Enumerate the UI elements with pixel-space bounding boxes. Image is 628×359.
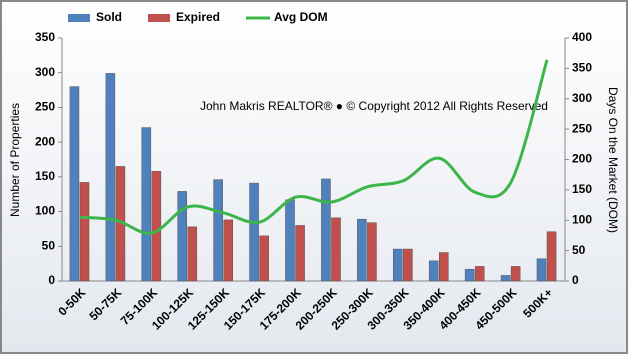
bar bbox=[285, 199, 295, 282]
bar bbox=[500, 275, 511, 282]
bar bbox=[151, 171, 162, 282]
y-tick-label: 50 bbox=[42, 238, 56, 252]
legend-label: Expired bbox=[176, 10, 220, 24]
bar bbox=[510, 266, 521, 282]
bar bbox=[177, 191, 188, 282]
y2-tick-label: 0 bbox=[572, 273, 579, 287]
bar bbox=[428, 260, 439, 282]
y-tick-label: 0 bbox=[48, 273, 55, 287]
y2-tick-label: 350 bbox=[572, 61, 592, 75]
legend-label: Avg DOM bbox=[274, 10, 328, 24]
bar bbox=[105, 73, 116, 282]
annotation: John Makris REALTOR® ● © Copyright 2012 … bbox=[200, 99, 548, 113]
bar bbox=[295, 225, 305, 282]
bar bbox=[536, 258, 547, 282]
y-tick-label: 250 bbox=[35, 100, 55, 114]
bar bbox=[321, 178, 331, 282]
bar bbox=[187, 226, 198, 282]
legend-swatch bbox=[148, 14, 170, 22]
bar bbox=[474, 266, 485, 282]
y-axis-label: Number of Properties bbox=[8, 103, 22, 217]
bar bbox=[331, 217, 341, 282]
y-tick-label: 300 bbox=[35, 65, 55, 79]
y-tick-label: 150 bbox=[35, 169, 55, 183]
bar bbox=[259, 235, 269, 282]
y-tick-label: 200 bbox=[35, 134, 55, 148]
bar bbox=[69, 86, 80, 282]
bar bbox=[546, 231, 557, 282]
bar bbox=[439, 252, 449, 282]
y2-tick-label: 250 bbox=[572, 121, 592, 135]
y2-tick-label: 400 bbox=[572, 30, 592, 44]
bar bbox=[393, 248, 403, 282]
bar bbox=[357, 218, 367, 282]
bar bbox=[367, 222, 377, 282]
bar bbox=[223, 219, 233, 282]
bar bbox=[403, 248, 413, 282]
bar bbox=[213, 179, 223, 282]
y2-tick-label: 300 bbox=[572, 91, 592, 105]
y2-tick-label: 150 bbox=[572, 182, 592, 196]
y-tick-label: 100 bbox=[35, 204, 55, 218]
y2-axis-label: Days On the Market (DOM) bbox=[606, 87, 620, 233]
bar bbox=[464, 268, 475, 282]
bar bbox=[79, 182, 90, 282]
bar bbox=[141, 127, 152, 282]
legend-label: Sold bbox=[96, 10, 122, 24]
bar bbox=[249, 182, 259, 282]
y-tick-label: 350 bbox=[35, 30, 55, 44]
y2-tick-label: 100 bbox=[572, 212, 592, 226]
y2-tick-label: 200 bbox=[572, 152, 592, 166]
y2-tick-label: 50 bbox=[572, 243, 586, 257]
line bbox=[79, 59, 549, 235]
legend-swatch bbox=[68, 14, 90, 22]
